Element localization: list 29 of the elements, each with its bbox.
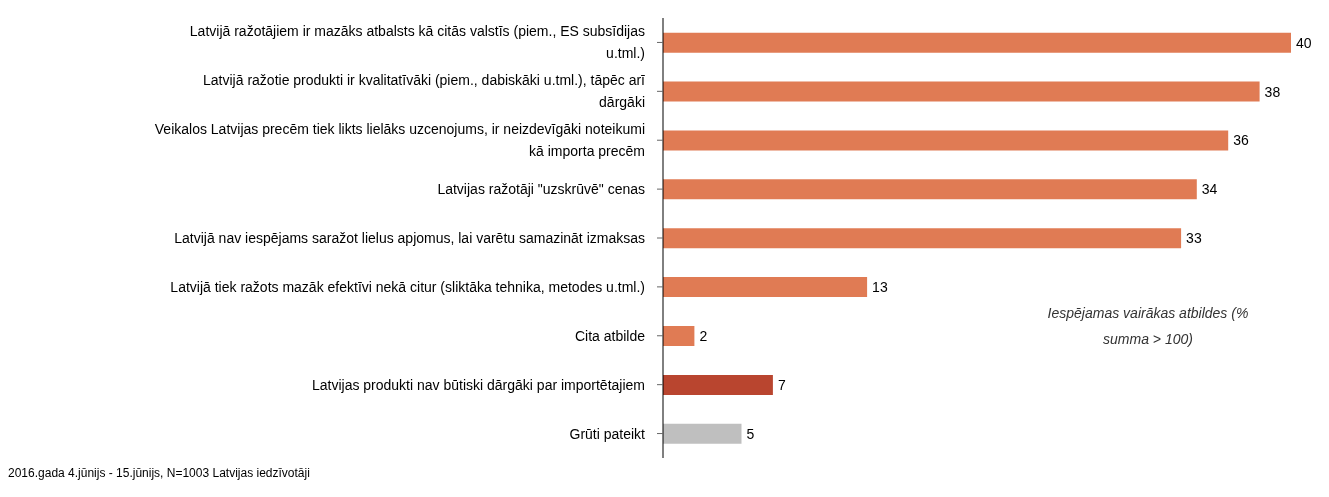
bar: [663, 374, 773, 395]
y-tick-label: Grūti pateikt: [569, 425, 646, 442]
data-label: 33: [1186, 230, 1202, 247]
data-label: 38: [1264, 83, 1281, 100]
data-label: 36: [1233, 132, 1249, 149]
bar: [663, 32, 1291, 53]
data-label: 34: [1201, 181, 1218, 198]
data-label: 40: [1296, 34, 1312, 51]
bar: [663, 81, 1260, 102]
y-tick-label: Cita atbilde: [574, 327, 646, 344]
bar: [663, 423, 742, 444]
y-tick-label: Latvijā ražotie produkti ir kvalitatīvāki (piem., dabiskāki u.tml.), tāpēc arī dārgāki: [203, 72, 646, 111]
data-label: 7: [777, 376, 786, 393]
bar: [663, 179, 1197, 200]
data-label: 13: [872, 279, 888, 296]
annotation: Iespējamas vairākas atbildes (% summa > 100): [1046, 304, 1250, 349]
data-label: 5: [746, 425, 755, 442]
text: 2016.gada 4.jūnijs - 15.jūnijs, N=1003 Latvijas iedzīvotāji: [8, 466, 310, 480]
bar: [663, 228, 1182, 249]
y-tick-label: Latvijā ražotājiem ir mazāks atbalsts kā citās valstīs (piem., ES subsīdijas u.tml.): [189, 23, 645, 62]
bar: [663, 277, 868, 298]
bar: [663, 326, 695, 346]
bar: [663, 130, 1229, 151]
y-tick-label: Veikalos Latvijas precēm tiek likts lielāks uzcenojums, ir neizdevīgāki noteikumi kā importa precēm: [154, 121, 645, 160]
y-tick-label: Latvijā tiek ražots mazāk efektīvi nekā citur (sliktāka tehnika, metodes u.tml.): [170, 278, 645, 295]
y-tick-label: Latvijas ražotāji "uzskrūvē" cenas: [437, 181, 645, 198]
data-label: 2: [699, 327, 708, 344]
y-tick-label: Latvijā nav iespējams saražot lielus apjomus, lai varētu samazināt izmaksas: [174, 230, 645, 246]
y-tick-label: Latvijas produkti nav būtiski dārgāki par importētajiem: [311, 376, 645, 393]
